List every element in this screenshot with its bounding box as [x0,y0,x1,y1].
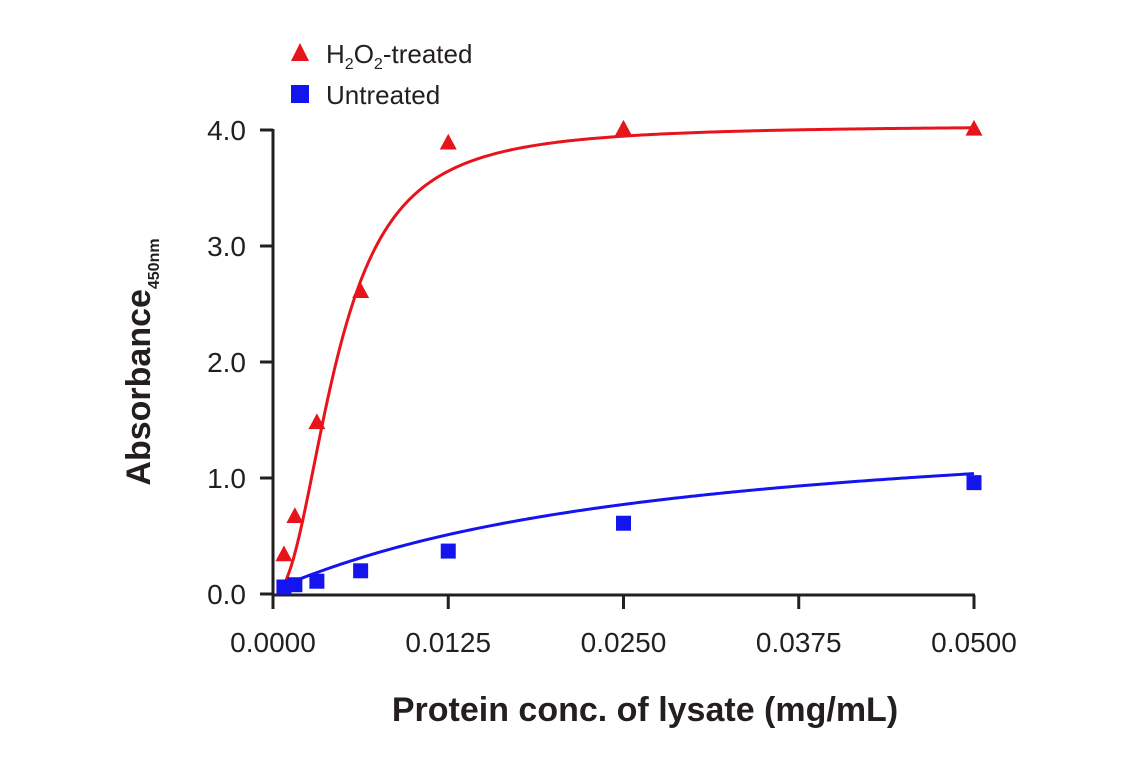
x-ticks: 0.0000 0.0125 0.0250 0.0375 0.0500 [230,595,1017,658]
y-tick-label: 1.0 [207,463,246,494]
legend-label-untreated: Untreated [326,80,440,110]
data-point-treated [615,119,632,136]
svg-text:Absorbance450nm: Absorbance450nm [120,238,163,485]
y-axis-title-group: Absorbance450nm [120,238,163,485]
data-point-untreated [287,577,303,593]
y-tick-label: 3.0 [207,231,246,262]
y-ticks: 0.0 1.0 2.0 3.0 4.0 [207,115,273,610]
data-point-treated [439,133,457,150]
data-point-treated [275,545,293,562]
y-tick-label: 0.0 [207,579,246,610]
y-axis-title: Absorbance [120,289,158,486]
x-tick-label: 0.0375 [756,627,842,658]
data-point-untreated [353,563,369,579]
x-tick-label: 0.0500 [931,627,1017,658]
y-tick-label: 4.0 [207,115,246,146]
legend-triangle-marker [291,43,309,61]
legend-square-marker [291,85,309,103]
data-point-untreated [616,515,631,531]
data-point-treated [286,507,304,524]
data-point-untreated [309,573,325,589]
y-tick-label: 2.0 [207,347,246,378]
series-layer [275,119,983,595]
legend: H2O2-treated Untreated [291,39,472,110]
data-point-treated [352,282,370,298]
legend-label-treated: H2O2-treated [326,39,472,73]
series-curve-treated [282,126,975,586]
x-tick-label: 0.0000 [230,627,316,658]
x-tick-label: 0.0125 [405,627,491,658]
data-point-treated [308,413,326,430]
data-point-treated [965,119,983,136]
x-tick-label: 0.0250 [581,627,667,658]
x-axis-title: Protein conc. of lysate (mg/mL) [392,691,898,729]
data-point-untreated [966,475,982,491]
series-curve-untreated [283,472,975,587]
data-point-untreated [440,543,456,559]
y-axis-title-subscript: 450nm [146,238,163,289]
